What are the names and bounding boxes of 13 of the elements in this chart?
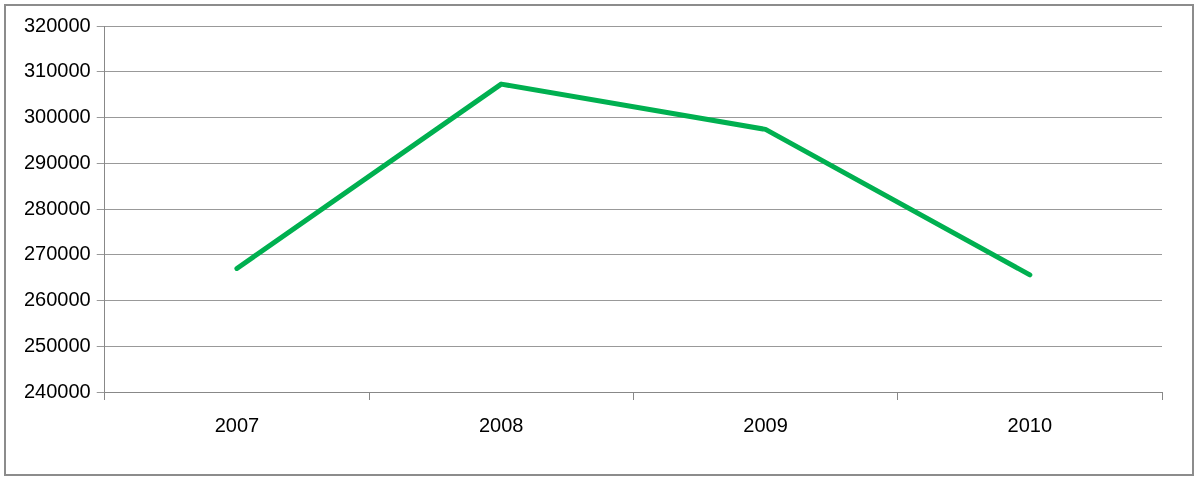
x-tick-label: 2009	[743, 413, 788, 436]
y-tick-label: 300000	[23, 105, 91, 128]
x-tick-label: 2008	[478, 413, 524, 436]
x-tick-label: 2007	[214, 413, 260, 436]
y-tick-label: 310000	[23, 59, 91, 82]
y-tick-label: 290000	[23, 150, 91, 173]
y-tick-label: 260000	[23, 288, 91, 311]
y-tick-label: 280000	[23, 196, 91, 219]
x-tick-label: 2010	[1007, 413, 1053, 436]
y-tick-label: 320000	[23, 13, 91, 36]
y-tick-label: 270000	[23, 242, 91, 265]
y-tick-label: 250000	[23, 333, 91, 356]
y-tick-label: 240000	[23, 379, 91, 402]
